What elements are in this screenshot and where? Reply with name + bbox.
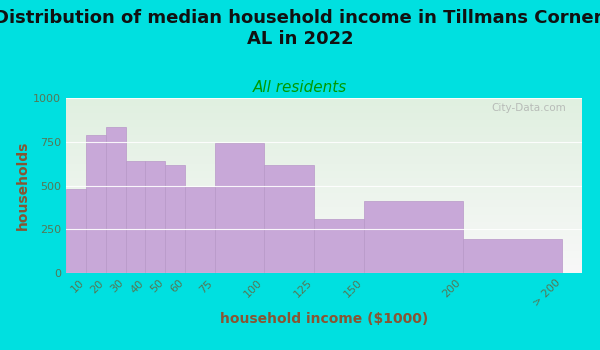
Bar xyxy=(215,143,265,273)
Bar xyxy=(185,187,215,273)
Bar xyxy=(86,135,106,273)
Bar xyxy=(66,189,86,273)
Bar xyxy=(364,201,463,273)
Bar xyxy=(265,166,314,273)
Bar xyxy=(106,127,125,273)
Text: City-Data.com: City-Data.com xyxy=(492,103,566,113)
X-axis label: household income ($1000): household income ($1000) xyxy=(220,312,428,326)
Y-axis label: households: households xyxy=(16,141,31,230)
Text: Distribution of median household income in Tillmans Corner,
AL in 2022: Distribution of median household income … xyxy=(0,9,600,48)
Bar xyxy=(314,219,364,273)
Bar xyxy=(165,164,185,273)
Text: All residents: All residents xyxy=(253,80,347,96)
Bar xyxy=(145,161,165,273)
Bar xyxy=(463,239,562,273)
Bar xyxy=(125,161,145,273)
